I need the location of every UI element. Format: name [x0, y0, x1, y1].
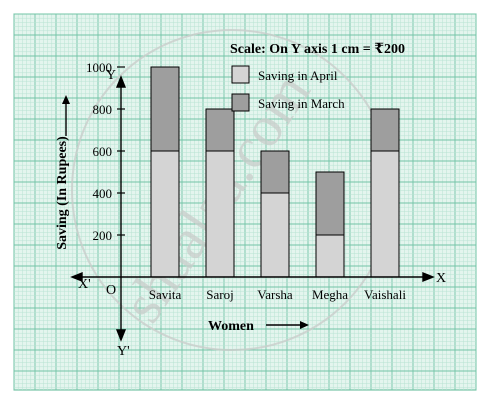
y-ticks: 200 400 600 800 1000 [86, 60, 125, 243]
x-axis-title: Women [208, 319, 309, 334]
x-axis-left-arrow [70, 271, 83, 283]
x-axis-right-arrow [422, 271, 435, 283]
x-axis-title-text: Women [208, 319, 254, 334]
y-tick-label: 800 [93, 102, 113, 117]
x-tick-label-vaishali: Vaishali [364, 287, 406, 302]
origin-label: O [106, 283, 116, 298]
x-tick-label-varsha: Varsha [257, 287, 293, 302]
bar-march-saroj [205, 108, 235, 152]
x-axis-left-label: X' [78, 277, 91, 292]
bar-march-megha [315, 171, 345, 236]
y-axis-bottom-label: Y' [117, 344, 130, 359]
legend-swatch-march [231, 93, 250, 112]
x-tick-labels: Savita Saroj Varsha Megha Vaishali [149, 287, 407, 302]
y-axis-title-arrow-head [62, 95, 70, 104]
bar-april-saroj [205, 150, 235, 278]
bars [150, 66, 400, 278]
y-axis-top-label: Y [106, 68, 116, 83]
x-axis-title-arrow-head [300, 321, 309, 329]
bar-april-vaishali [370, 150, 400, 278]
legend-swatch-april [231, 65, 250, 84]
x-tick-label-savita: Savita [149, 287, 182, 302]
bar-april-megha [315, 234, 345, 278]
x-axis-right-label: X [436, 271, 446, 286]
legend-label-march: Saving in March [258, 96, 345, 111]
y-tick-label: 1000 [86, 60, 112, 75]
x-tick-label-megha: Megha [312, 287, 348, 302]
legend-label-april: Saving in April [258, 68, 338, 83]
bar-april-savita [150, 150, 180, 278]
bar-march-varsha [260, 150, 290, 194]
x-tick-label-saroj: Saroj [206, 287, 233, 302]
y-axis-up-arrow [115, 75, 127, 88]
bar-march-vaishali [370, 108, 400, 152]
legend: Saving in April Saving in March [231, 65, 345, 112]
y-tick-label: 400 [93, 186, 113, 201]
y-axis-title-text: Saving (In Rupees) [55, 136, 70, 250]
axes [70, 75, 435, 342]
y-axis-title: Saving (In Rupees) [55, 95, 70, 250]
y-axis-down-arrow [115, 329, 127, 342]
bar-april-varsha [260, 192, 290, 278]
y-tick-label: 600 [93, 144, 113, 159]
y-tick-label: 200 [93, 228, 113, 243]
bar-march-savita [150, 66, 180, 152]
scale-note: Scale: On Y axis 1 cm = ₹200 [230, 42, 405, 57]
